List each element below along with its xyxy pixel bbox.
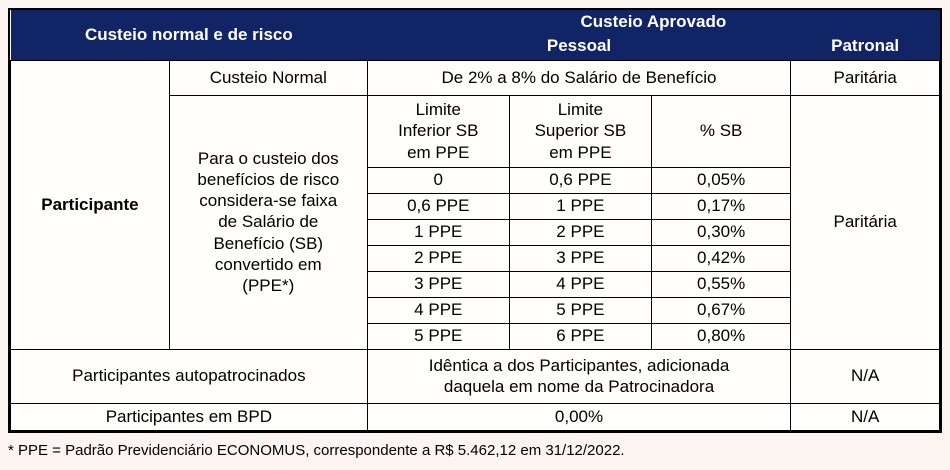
cell-superior: 2 PPE xyxy=(508,218,652,246)
cell-inferior: 5 PPE xyxy=(366,322,510,350)
cell-superior: 0,6 PPE xyxy=(508,166,652,194)
subheader-limite-inferior: Limite Inferior SB em PPE xyxy=(366,94,510,168)
cell-superior: 5 PPE xyxy=(508,296,652,324)
cell-superior: 3 PPE xyxy=(508,244,652,272)
cell-superior: 6 PPE xyxy=(508,322,652,350)
cost-table: Custeio normal e de risco Custeio Aprova… xyxy=(10,10,940,431)
cell-bpd-label: Participantes em BPD xyxy=(10,402,368,431)
cell-risco-patronal: Paritária xyxy=(790,94,940,350)
table-row-ppe-2: 0,6 PPE 1 PPE 0,17% xyxy=(11,192,940,220)
table-row-ppe-3: 1 PPE 2 PPE 0,30% xyxy=(11,218,940,246)
subheader-limite-superior: Limite Superior SB em PPE xyxy=(508,94,652,168)
table-row-bpd: Participantes em BPD 0,00% N/A xyxy=(10,402,940,431)
cell-percent: 0,55% xyxy=(650,270,792,298)
cell-inferior: 0,6 PPE xyxy=(366,192,510,220)
document-page: Custeio normal e de risco Custeio Aprova… xyxy=(8,8,942,459)
cell-inferior: 4 PPE xyxy=(366,296,510,324)
cell-percent: 0,80% xyxy=(650,322,792,350)
table-row-autopatrocinados: Participantes autopatrocinados Idêntica … xyxy=(10,348,940,404)
ppe-footnote: * PPE = Padrão Previdenciário ECONOMUS, … xyxy=(8,441,625,459)
cell-custeio-normal-label: Custeio Normal xyxy=(168,59,368,96)
table-row-ppe-4: 2 PPE 3 PPE 0,42% xyxy=(11,244,940,272)
cell-inferior: 2 PPE xyxy=(366,244,510,272)
table-row-ppe-7: 5 PPE 6 PPE 0,80% xyxy=(11,322,940,350)
cell-percent: 0,30% xyxy=(650,218,792,246)
cell-percent: 0,42% xyxy=(650,244,792,272)
cell-superior: 1 PPE xyxy=(508,192,652,220)
table-row-ppe-6: 4 PPE 5 PPE 0,67% xyxy=(11,296,940,324)
header-pessoal: Pessoal xyxy=(367,33,791,60)
cell-autopatrocinados-patronal: N/A xyxy=(790,348,940,404)
header-custeio-normal-risco: Custeio normal e de risco xyxy=(10,10,368,60)
cell-percent: 0,67% xyxy=(650,296,792,324)
cell-participante: Participante xyxy=(10,59,170,350)
cell-inferior: 3 PPE xyxy=(366,270,510,298)
cell-autopatrocinados-label: Participantes autopatrocinados xyxy=(10,348,368,404)
cell-bpd-patronal: N/A xyxy=(790,402,940,431)
table-row-ppe-5: 3 PPE 4 PPE 0,55% xyxy=(11,270,940,298)
cell-autopatrocinados-pessoal: Idêntica a dos Participantes, adicionada… xyxy=(366,348,792,404)
cell-inferior: 1 PPE xyxy=(366,218,510,246)
cell-bpd-pessoal: 0,00% xyxy=(366,402,792,431)
cell-percent: 0,17% xyxy=(650,192,792,220)
cost-table-wrapper: Custeio normal e de risco Custeio Aprova… xyxy=(8,8,942,433)
cell-inferior: 0 xyxy=(366,166,510,194)
subheader-percent-sb: % SB xyxy=(650,94,792,168)
table-row-custeio-normal: Participante Custeio Normal De 2% a 8% d… xyxy=(10,59,940,350)
table-row-ppe-1: 0 0,6 PPE 0,05% xyxy=(11,166,940,194)
header-custeio-aprovado: Custeio Aprovado xyxy=(367,10,940,33)
cell-custeio-normal-pessoal: De 2% a 8% do Salário de Benefício xyxy=(366,59,792,96)
cell-risco-description: Para o custeio dos benefícios de risco c… xyxy=(168,94,368,350)
table-row-ppe-subheader: Para o custeio dos benefícios de risco c… xyxy=(11,94,940,350)
header-patronal: Patronal xyxy=(790,33,940,60)
table-row-header-1: Custeio normal e de risco Custeio Aprova… xyxy=(10,10,940,60)
cell-superior: 4 PPE xyxy=(508,270,652,298)
table-row-header-2: Pessoal Patronal xyxy=(11,33,940,60)
cell-custeio-normal-patronal: Paritária xyxy=(790,59,940,96)
cell-percent: 0,05% xyxy=(650,166,792,194)
